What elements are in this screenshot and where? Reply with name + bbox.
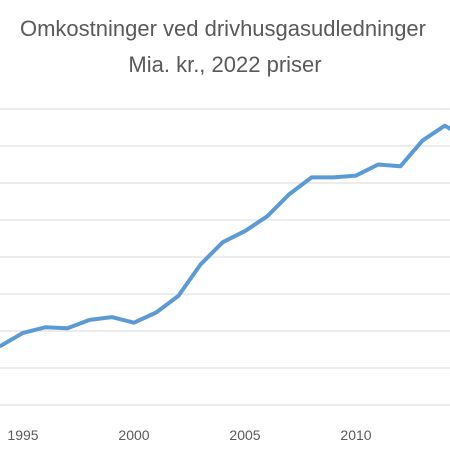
x-axis-ticks: 19952000200520102015: [7, 427, 371, 443]
x-tick-label-1: 2000: [118, 427, 149, 443]
chart-subtitle: Mia. kr., 2022 priser: [128, 52, 322, 77]
gridlines: [0, 108, 450, 406]
series-line-0: [0, 123, 450, 348]
x-tick-label-2: 2005: [229, 427, 260, 443]
chart-title: Omkostninger ved drivhusgasudledninger: [19, 16, 426, 41]
x-tick-label-0: 1995: [7, 427, 38, 443]
x-tick-label-3: 2010: [340, 427, 371, 443]
series-layer: [0, 123, 450, 348]
